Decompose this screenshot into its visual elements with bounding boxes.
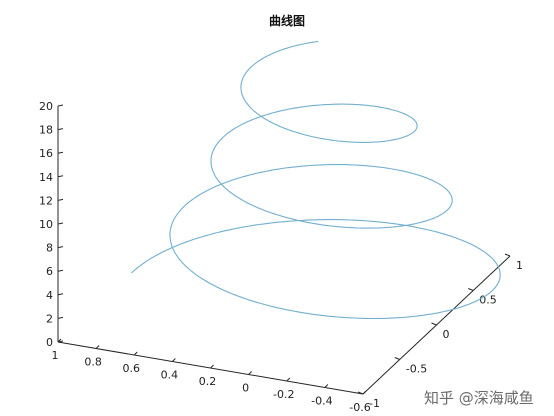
y-tick-label: 0 xyxy=(443,328,450,341)
z-tick-label: 16 xyxy=(39,147,53,160)
z-tick xyxy=(57,175,64,178)
z-tick-label: 0 xyxy=(46,336,53,349)
z-tick-label: 4 xyxy=(46,289,53,302)
z-tick xyxy=(57,316,64,319)
z-tick-label: 18 xyxy=(39,124,53,137)
z-tick xyxy=(57,151,64,154)
y-tick-label: -1 xyxy=(369,397,380,410)
z-tick xyxy=(57,269,64,272)
z-tick-label: 20 xyxy=(39,100,53,113)
x-tick xyxy=(95,345,100,349)
y-tick xyxy=(431,322,437,326)
z-tick xyxy=(57,198,64,201)
x-tick xyxy=(133,351,138,356)
z-tick-label: 10 xyxy=(39,218,53,231)
z-tick xyxy=(57,222,64,225)
x-tick-label: 0 xyxy=(242,382,249,395)
z-tick xyxy=(57,128,64,131)
x-tick-label: -0.6 xyxy=(349,401,370,414)
watermark: 知乎 @深海咸鱼 xyxy=(424,389,534,407)
x-tick xyxy=(57,338,62,343)
z-tick-label: 14 xyxy=(39,171,53,184)
axes xyxy=(57,106,511,395)
z-tick-label: 6 xyxy=(46,265,53,278)
x-tick-label: 0.8 xyxy=(84,356,102,369)
x-tick xyxy=(324,384,329,388)
z-tick-label: 12 xyxy=(39,194,53,207)
y-tick xyxy=(394,357,400,360)
x-tick-label: -0.2 xyxy=(273,388,294,401)
x-tick-label: 0.6 xyxy=(123,362,141,375)
z-tick-label: 2 xyxy=(46,312,53,325)
chart-title: 曲线图 xyxy=(269,13,305,28)
z-tick xyxy=(57,293,64,296)
x-tick xyxy=(248,371,252,375)
x-tick-label: -0.4 xyxy=(311,395,332,408)
z-tick xyxy=(57,104,64,107)
y-tick xyxy=(357,391,364,395)
x-tick xyxy=(362,390,367,395)
y-tick xyxy=(468,288,474,291)
x-tick-label: 1 xyxy=(52,349,59,362)
x-tick xyxy=(172,358,176,362)
y-tick xyxy=(504,253,511,257)
x-tick-label: 0.2 xyxy=(199,375,217,388)
y-tick-label: 1 xyxy=(516,259,523,272)
helix-curve xyxy=(131,40,501,320)
z-tick-label: 8 xyxy=(46,242,53,255)
x-tick xyxy=(210,364,214,369)
y-tick-label: 0.5 xyxy=(479,294,497,307)
z-tick xyxy=(57,246,64,249)
x-tick-label: 0.4 xyxy=(161,369,179,382)
x-tick xyxy=(286,377,291,382)
y-tick-label: -0.5 xyxy=(406,363,427,376)
ticks xyxy=(57,104,511,395)
